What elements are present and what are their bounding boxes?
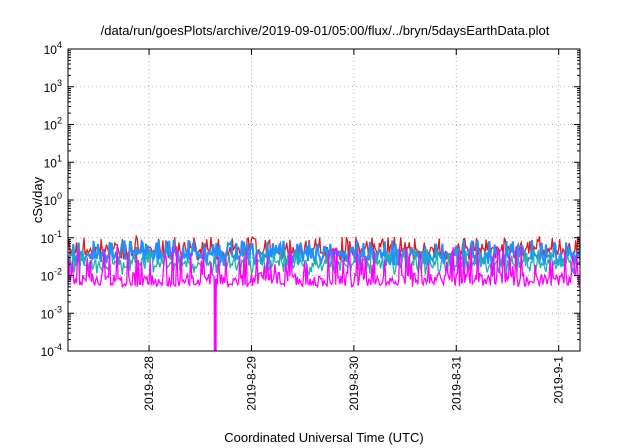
x-axis: 2019-8-28 2019-8-29 2019-8-30 2019-8-31 2019… <box>142 49 566 411</box>
series-2-line <box>67 247 581 277</box>
plot-area <box>67 234 581 352</box>
x-tick-label: 2019-8-28 <box>142 356 156 411</box>
y-tick-label: 101 <box>44 153 62 170</box>
chart-title: /data/run/goesPlots/archive/2019-09-01/0… <box>101 23 550 38</box>
x-tick-label: 2019-8-30 <box>347 356 361 411</box>
series-1-line <box>67 238 581 267</box>
y-tick-label: 10-2 <box>41 267 62 284</box>
x-tick-label: 2019-8-29 <box>244 356 258 411</box>
y-tick-label: 104 <box>44 40 62 57</box>
y-axis: 10-4 10-3 10-2 10-1 100 101 102 103 104 <box>41 40 580 359</box>
y-tick-label: 10-3 <box>41 304 62 321</box>
series-3-line <box>67 246 581 352</box>
y-tick-label: 102 <box>44 116 62 133</box>
y-tick-label: 10-1 <box>41 229 62 246</box>
y-tick-label: 10-4 <box>41 342 62 359</box>
y-tick-label: 100 <box>44 191 62 208</box>
y-axis-label: cSv/day <box>30 176 45 223</box>
x-axis-label: Coordinated Universal Time (UTC) <box>224 430 423 445</box>
y-tick-label: 103 <box>44 78 62 95</box>
x-tick-label: 2019-8-31 <box>449 356 463 411</box>
x-tick-label: 2019-9-1 <box>552 356 566 404</box>
grid-lines <box>68 49 580 351</box>
